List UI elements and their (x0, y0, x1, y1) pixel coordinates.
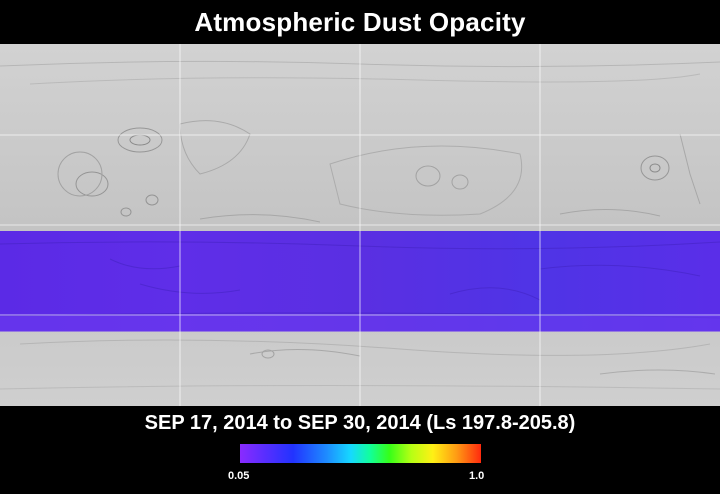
terrain-features (0, 60, 720, 390)
colorbar (240, 444, 481, 463)
colorbar-max-label: 1.0 (469, 470, 485, 482)
colorbar-min-label: 0.05 (228, 470, 250, 482)
map-title: Atmospheric Dust Opacity (194, 6, 526, 37)
mars-map[interactable] (0, 44, 720, 406)
date-range-label: SEP 17, 2014 to SEP 30, 2014 (Ls 197.8-2… (144, 411, 576, 434)
mars-map-canvas (0, 44, 720, 406)
graticule (0, 44, 720, 406)
